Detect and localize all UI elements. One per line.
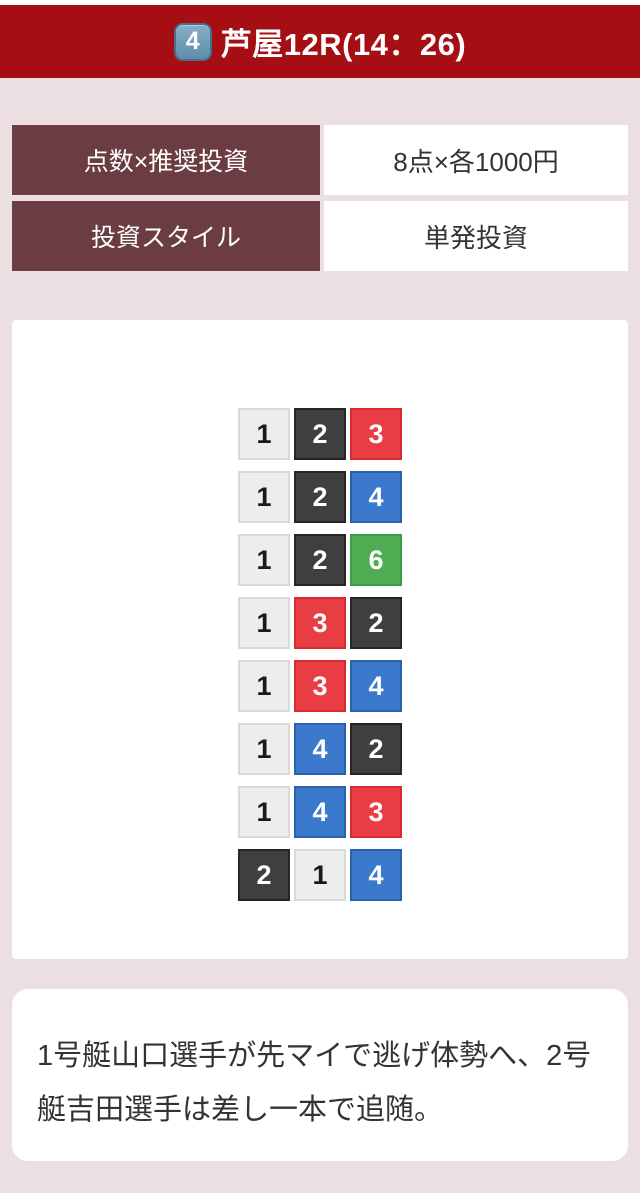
boat-number-cell: 1 (238, 471, 290, 523)
boat-number-cell: 1 (238, 786, 290, 838)
race-comment-text: 1号艇山口選手が先マイで逃げ体勢へ、2号艇吉田選手は差し一本で追随。 (37, 1040, 592, 1126)
race-header: 4 芦屋12R(14：26) (0, 5, 640, 78)
boat-number-cell: 4 (350, 660, 402, 712)
top-strip (0, 0, 640, 5)
boat-number-cell: 4 (350, 471, 402, 523)
boat-number-cell: 1 (238, 597, 290, 649)
investment-style-value: 単発投資 (324, 201, 628, 271)
boat-number-cell: 4 (294, 786, 346, 838)
boat-number-cell: 4 (350, 849, 402, 901)
boat-number-cell: 2 (350, 597, 402, 649)
table-row: 投資スタイル 単発投資 (12, 201, 628, 271)
boat-number-cell: 1 (238, 723, 290, 775)
race-title: 芦屋12R(14：26) (220, 27, 467, 62)
boat-number-cell: 1 (238, 408, 290, 460)
boat-number-cell: 4 (294, 723, 346, 775)
investment-info-table: 点数×推奨投資 8点×各1000円 投資スタイル 単発投資 (12, 125, 628, 271)
investment-style-label: 投資スタイル (12, 201, 320, 271)
boat-number-cell: 1 (294, 849, 346, 901)
boat-number-cell: 3 (350, 786, 402, 838)
points-investment-value: 8点×各1000円 (324, 125, 628, 195)
boat-number-cell: 1 (238, 534, 290, 586)
boat-number-cell: 1 (238, 660, 290, 712)
boat-number-cell: 3 (350, 408, 402, 460)
boat-number-cell: 3 (294, 597, 346, 649)
table-row: 点数×推奨投資 8点×各1000円 (12, 125, 628, 195)
boat-number-cell: 3 (294, 660, 346, 712)
boat-number-cell: 2 (294, 471, 346, 523)
points-investment-label: 点数×推奨投資 (12, 125, 320, 195)
boat-number-cell: 2 (238, 849, 290, 901)
boat-number-cell: 6 (350, 534, 402, 586)
boat-number-cell: 2 (294, 408, 346, 460)
boat-number-cell: 2 (350, 723, 402, 775)
race-comment-card: 1号艇山口選手が先マイで逃げ体勢へ、2号艇吉田選手は差し一本で追随。 (12, 989, 628, 1161)
boat-number-cell: 2 (294, 534, 346, 586)
race-number-badge-icon: 4 (173, 22, 212, 61)
